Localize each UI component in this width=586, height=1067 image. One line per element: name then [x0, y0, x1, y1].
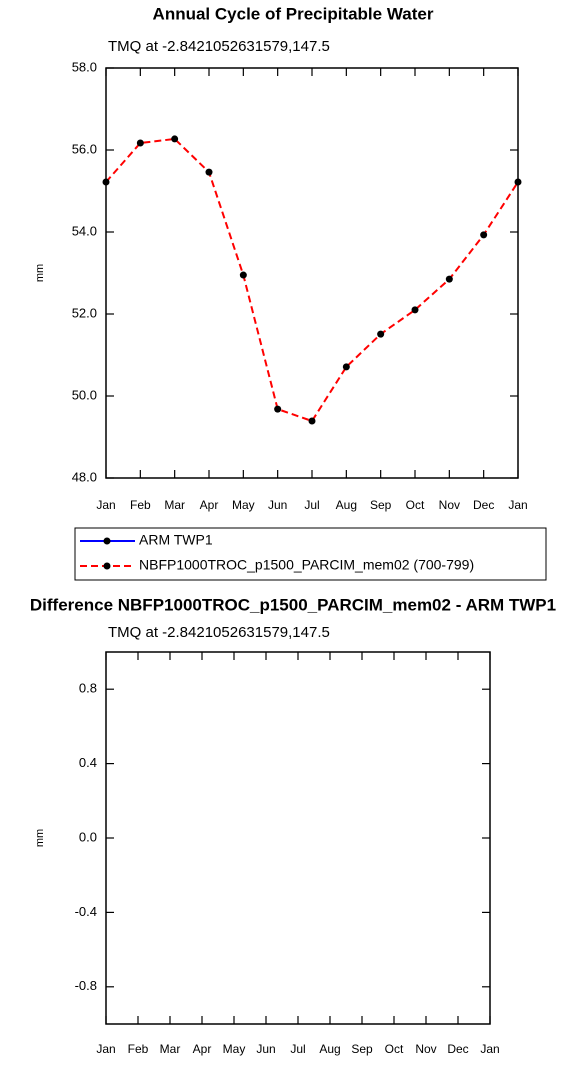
- y-tick-label: -0.4: [75, 904, 97, 919]
- x-tick-label: Jul: [304, 498, 319, 512]
- x-tick-label: Apr: [200, 498, 219, 512]
- y-axis-label: mm: [34, 829, 46, 847]
- series-marker: [205, 168, 213, 176]
- x-tick-label: Jan: [508, 498, 527, 512]
- series-marker: [239, 271, 247, 279]
- x-tick-label: Aug: [336, 498, 357, 512]
- y-tick-label: 58.0: [72, 59, 97, 74]
- series-marker: [274, 405, 282, 413]
- y-tick-label: 0.8: [79, 681, 97, 696]
- legend-label: NBFP1000TROC_p1500_PARCIM_mem02 (700-799…: [139, 557, 474, 573]
- y-tick-label: 52.0: [72, 305, 97, 320]
- x-tick-label: Jun: [268, 498, 287, 512]
- x-tick-label: Nov: [439, 498, 460, 512]
- x-tick-label: Jul: [290, 1042, 305, 1056]
- legend-box: [74, 527, 547, 581]
- x-tick-label: Feb: [130, 498, 151, 512]
- y-tick-label: 0.4: [79, 755, 97, 770]
- chart-subtitle: TMQ at -2.8421052631579,147.5: [108, 624, 330, 641]
- plot-frame: [105, 651, 491, 1025]
- series-marker: [102, 178, 110, 186]
- x-tick-label: Mar: [164, 498, 185, 512]
- y-tick-label: -0.8: [75, 978, 97, 993]
- y-tick-label: 50.0: [72, 387, 97, 402]
- x-tick-label: Aug: [319, 1042, 340, 1056]
- chart-subtitle: TMQ at -2.8421052631579,147.5: [108, 38, 330, 55]
- series-marker: [342, 363, 350, 371]
- x-tick-label: May: [223, 1042, 246, 1056]
- series-marker: [514, 178, 522, 186]
- x-tick-label: Jan: [96, 498, 115, 512]
- x-tick-label: Oct: [406, 498, 425, 512]
- x-tick-label: Mar: [160, 1042, 181, 1056]
- chart-title: Difference NBFP1000TROC_p1500_PARCIM_mem…: [30, 595, 556, 614]
- legend-marker: [103, 537, 111, 545]
- x-tick-label: Apr: [193, 1042, 212, 1056]
- x-tick-label: Dec: [447, 1042, 468, 1056]
- series-marker: [480, 231, 488, 239]
- x-tick-label: Sep: [370, 498, 392, 512]
- x-tick-label: Nov: [415, 1042, 436, 1056]
- chart-title: Annual Cycle of Precipitable Water: [153, 4, 434, 23]
- series-line: [105, 137, 519, 423]
- y-tick-label: 48.0: [72, 469, 97, 484]
- x-tick-label: Oct: [385, 1042, 404, 1056]
- y-axis-label: mm: [34, 264, 46, 282]
- y-tick-label: 54.0: [72, 223, 97, 238]
- x-tick-label: Feb: [128, 1042, 149, 1056]
- series-marker: [136, 139, 144, 147]
- x-tick-label: Jun: [256, 1042, 275, 1056]
- x-tick-label: Jan: [96, 1042, 115, 1056]
- series-marker: [411, 306, 419, 314]
- series-marker: [445, 275, 453, 283]
- x-tick-label: May: [232, 498, 255, 512]
- x-tick-label: Sep: [351, 1042, 373, 1056]
- legend-label: ARM TWP1: [139, 532, 213, 548]
- series-marker: [377, 330, 385, 338]
- plot-frame: [105, 67, 519, 479]
- y-tick-label: 0.0: [79, 829, 97, 844]
- x-tick-label: Jan: [480, 1042, 499, 1056]
- series-marker: [171, 135, 179, 143]
- x-tick-label: Dec: [473, 498, 494, 512]
- y-tick-label: 56.0: [72, 141, 97, 156]
- series-marker: [308, 417, 316, 425]
- legend-marker: [103, 562, 111, 570]
